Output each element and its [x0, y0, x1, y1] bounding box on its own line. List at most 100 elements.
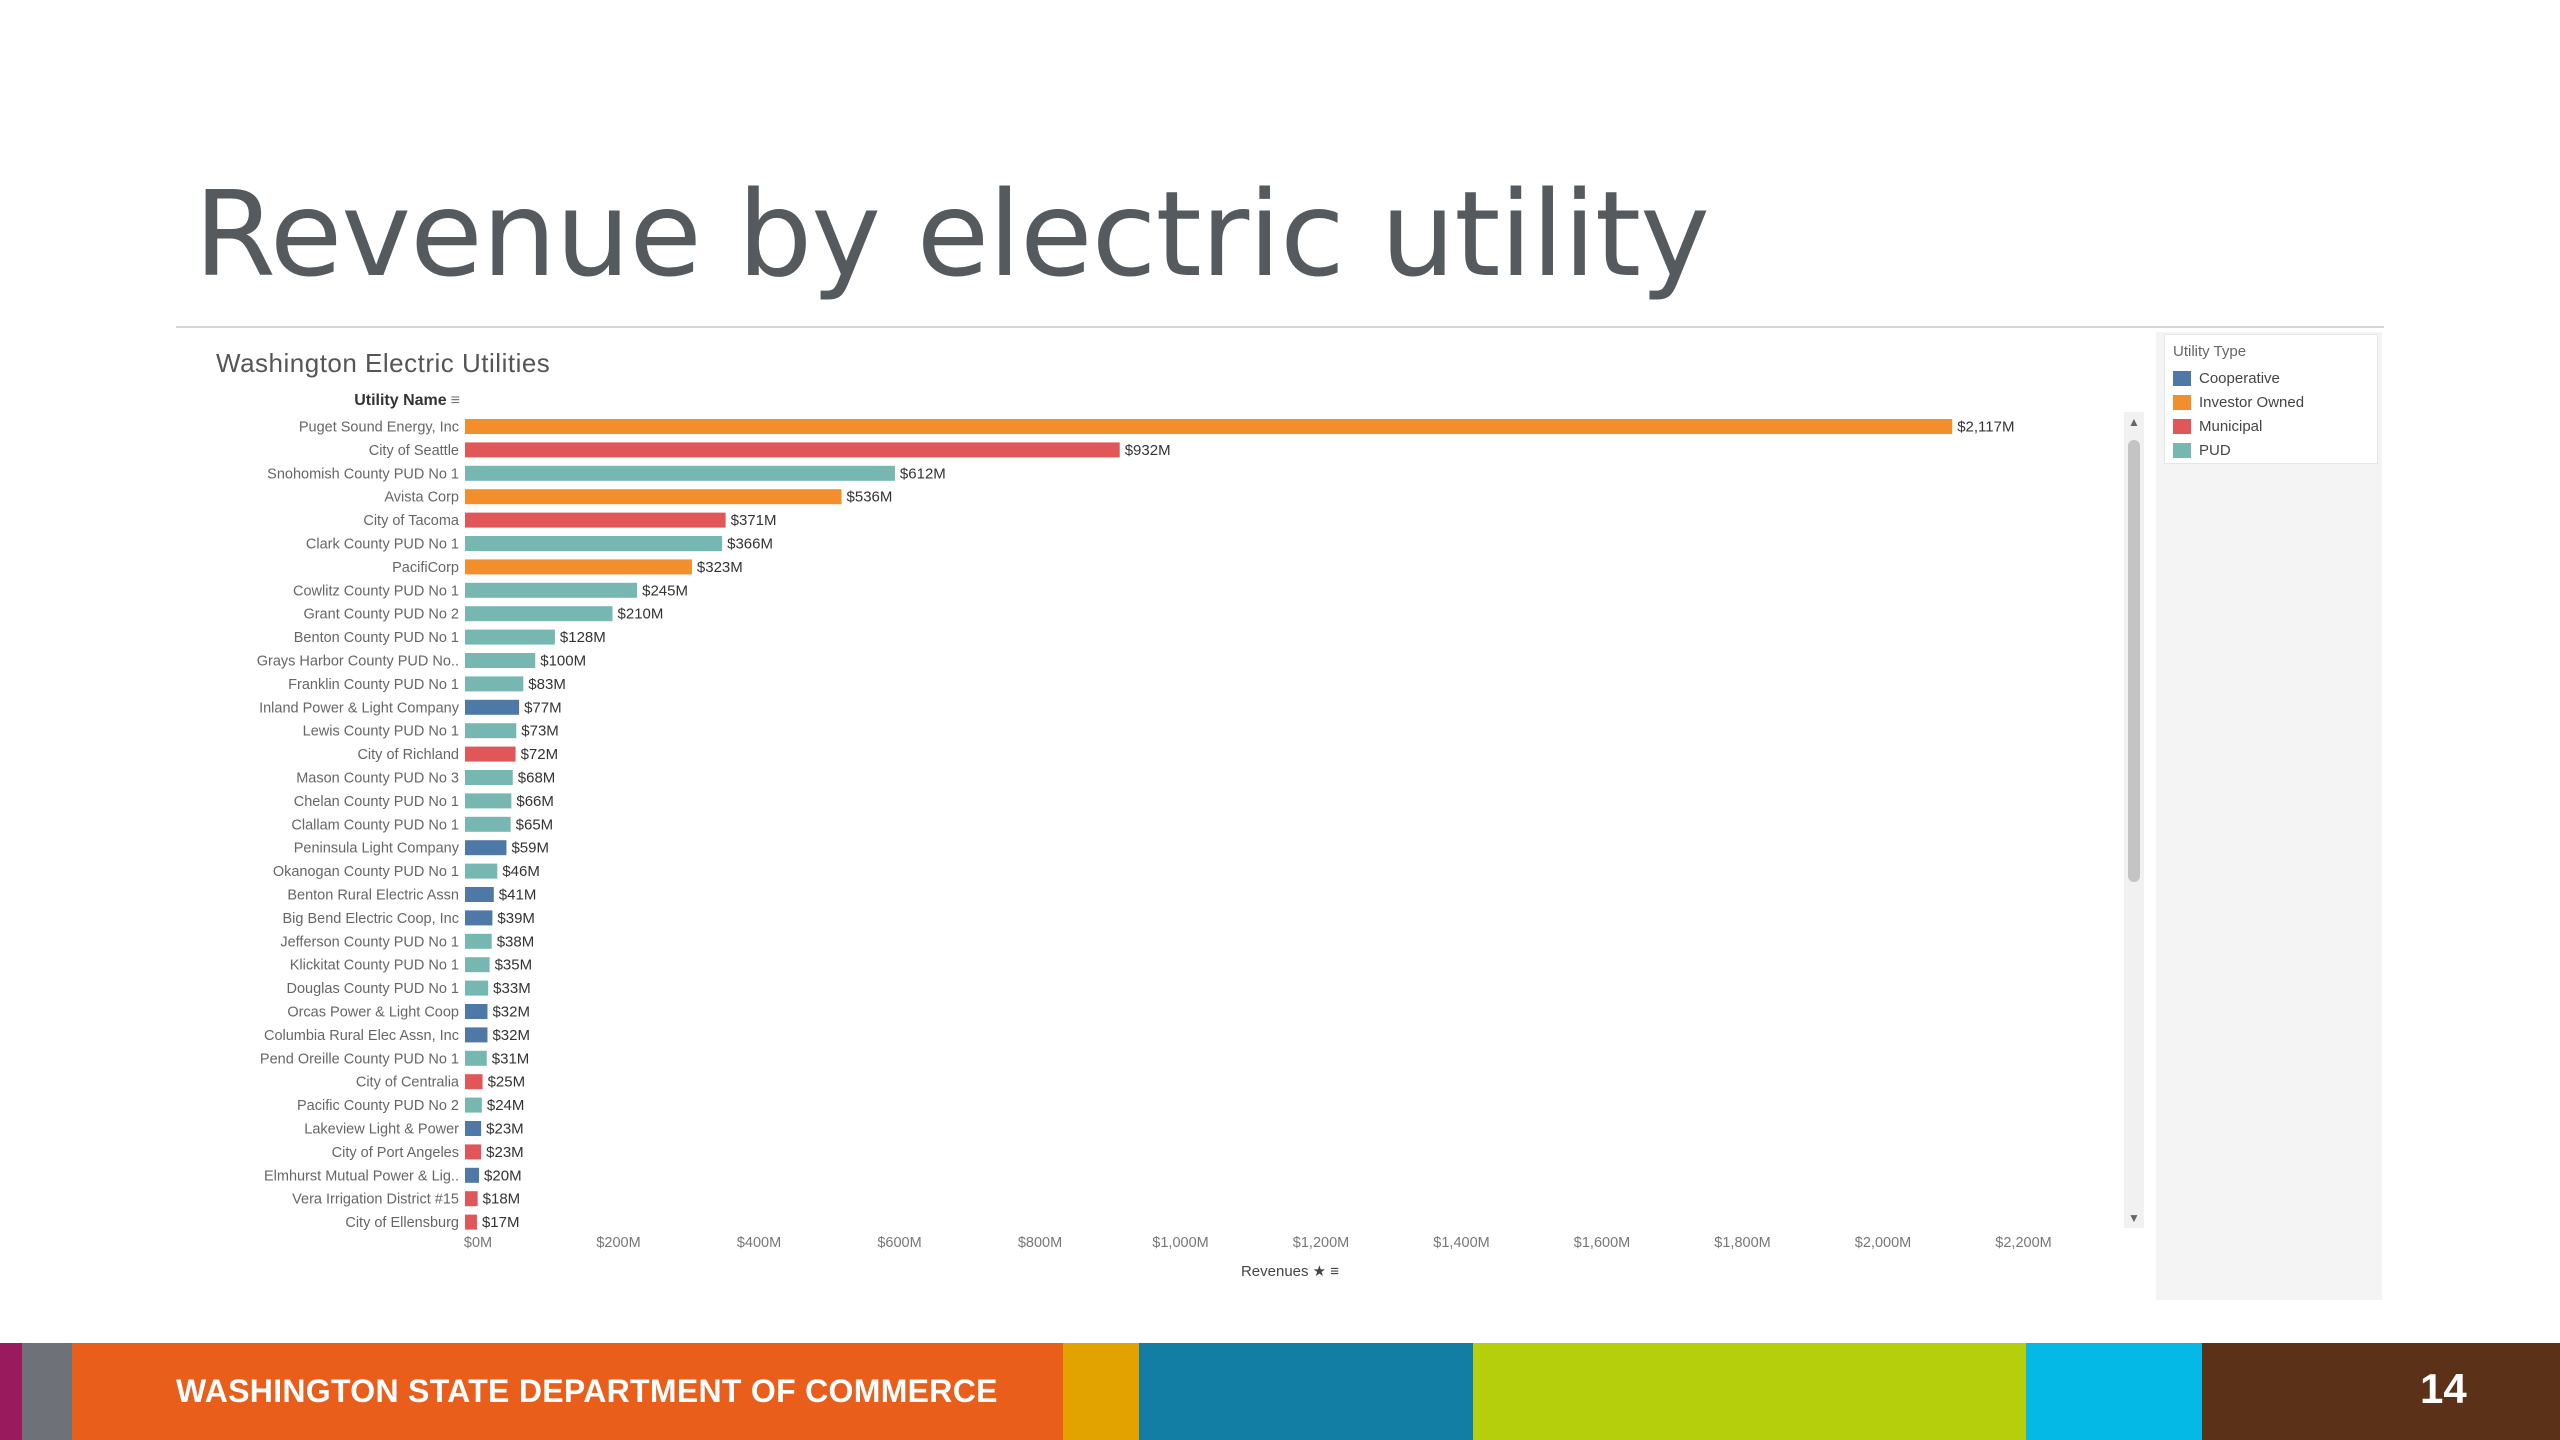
data-label: $17M	[482, 1214, 520, 1231]
bar[interactable]	[465, 957, 490, 973]
bar[interactable]	[465, 840, 507, 856]
legend-title: Utility Type	[2173, 343, 2247, 360]
utility-name-label: Inland Power & Light Company	[259, 700, 460, 716]
bar[interactable]	[465, 1121, 482, 1136]
utility-name-label: City of Tacoma	[363, 513, 460, 529]
bar[interactable]	[465, 559, 692, 575]
data-label: $65M	[516, 816, 554, 833]
bar[interactable]	[465, 1027, 488, 1043]
bar[interactable]	[465, 653, 536, 668]
bar[interactable]	[465, 910, 493, 926]
footer-organization: WASHINGTON STATE DEPARTMENT OF COMMERCE	[176, 1373, 998, 1409]
bar[interactable]	[465, 419, 1953, 434]
legend-panel: Utility Type Cooperative Investor Owned …	[2156, 332, 2382, 1300]
utility-name-label: Clallam County PUD No 1	[291, 817, 459, 833]
data-label: $25M	[488, 1074, 526, 1091]
bar[interactable]	[465, 536, 723, 551]
scroll-thumb[interactable]	[2128, 440, 2140, 882]
bar[interactable]	[465, 465, 895, 481]
bar[interactable]	[465, 699, 520, 715]
utility-name-label: City of Richland	[357, 747, 459, 763]
utility-name-label: Vera Irrigation District #15	[292, 1192, 459, 1208]
legend-swatch	[2173, 442, 2191, 458]
data-label: $18M	[483, 1191, 521, 1208]
legend-item-cooperative[interactable]: Cooperative	[2173, 369, 2280, 387]
data-label: $35M	[495, 957, 533, 974]
data-label: $46M	[502, 863, 540, 880]
legend-label: Cooperative	[2199, 369, 2280, 387]
utility-name-label: Benton County PUD No 1	[294, 630, 459, 646]
data-label: $245M	[642, 582, 688, 599]
bar[interactable]	[465, 746, 516, 762]
bar[interactable]	[465, 1074, 483, 1090]
utility-name-label: Douglas County PUD No 1	[287, 981, 459, 997]
footer-color-segment	[2026, 1343, 2202, 1440]
data-label: $932M	[1125, 442, 1171, 459]
row-header[interactable]: Utility Name ≡	[178, 392, 460, 410]
utility-name-label: Jefferson County PUD No 1	[280, 934, 459, 950]
bar[interactable]	[465, 933, 492, 949]
footer-color-segment	[0, 1343, 22, 1440]
data-label: $20M	[484, 1167, 522, 1184]
legend: Utility Type Cooperative Investor Owned …	[2164, 334, 2378, 464]
data-label: $68M	[518, 770, 556, 787]
bar[interactable]	[465, 816, 511, 832]
x-tick-label: $2,000M	[1855, 1235, 1911, 1251]
vertical-scrollbar[interactable]: ▲ ▼	[2124, 412, 2144, 1228]
legend-item-investor-owned[interactable]: Investor Owned	[2173, 393, 2304, 411]
data-label: $23M	[486, 1121, 524, 1138]
x-tick-label: $200M	[596, 1235, 640, 1251]
utility-name-label: Big Bend Electric Coop, Inc	[282, 911, 459, 927]
bar[interactable]	[465, 1097, 482, 1113]
bar[interactable]	[465, 770, 513, 785]
bar[interactable]	[465, 723, 517, 739]
data-label: $66M	[516, 793, 554, 810]
bar[interactable]	[465, 1167, 480, 1183]
x-tick-label: $800M	[1018, 1235, 1062, 1251]
footer-color-segment	[1063, 1343, 1139, 1440]
bar[interactable]	[465, 442, 1120, 458]
bar[interactable]	[465, 980, 489, 996]
utility-name-label: Puget Sound Energy, Inc	[299, 420, 459, 436]
bar[interactable]	[465, 512, 726, 528]
legend-label: PUD	[2199, 441, 2231, 459]
bar[interactable]	[465, 1214, 477, 1230]
bar[interactable]	[465, 887, 494, 902]
scroll-down-icon[interactable]: ▼	[2128, 1211, 2140, 1225]
bar[interactable]	[465, 793, 512, 809]
footer-color-segment	[72, 1343, 1063, 1440]
legend-item-pud[interactable]: PUD	[2173, 441, 2231, 459]
data-label: $536M	[847, 489, 893, 506]
utility-name-label: Peninsula Light Company	[294, 841, 460, 857]
bar[interactable]	[465, 1191, 478, 1207]
slide-title: Revenue by electric utility	[194, 165, 1710, 303]
bar[interactable]	[465, 582, 638, 598]
bar[interactable]	[465, 1144, 482, 1160]
utility-name-label: City of Ellensburg	[345, 1215, 459, 1231]
sort-icon[interactable]: ≡	[450, 392, 460, 409]
x-tick-label: $1,000M	[1152, 1235, 1208, 1251]
legend-item-municipal[interactable]: Municipal	[2173, 417, 2262, 435]
bar[interactable]	[465, 863, 498, 879]
bar[interactable]	[465, 1004, 488, 1019]
data-label: $210M	[618, 606, 664, 623]
bar[interactable]	[465, 676, 524, 692]
x-tick-label: $1,600M	[1574, 1235, 1630, 1251]
utility-name-label: Klickitat County PUD No 1	[290, 958, 459, 974]
utility-name-label: City of Seattle	[369, 443, 459, 459]
data-label: $38M	[497, 933, 535, 950]
footer-color-segment	[1473, 1343, 2026, 1440]
data-label: $24M	[487, 1097, 525, 1114]
utility-name-label: Snohomish County PUD No 1	[267, 466, 459, 482]
legend-swatch	[2173, 394, 2191, 410]
bar[interactable]	[465, 1050, 487, 1066]
data-label: $32M	[492, 1004, 530, 1021]
bar[interactable]	[465, 629, 555, 645]
utility-name-label: Grays Harbor County PUD No..	[257, 654, 459, 670]
scroll-up-icon[interactable]: ▲	[2128, 415, 2140, 429]
bar[interactable]	[465, 606, 613, 622]
x-tick-label: $1,800M	[1714, 1235, 1770, 1251]
bar[interactable]	[465, 489, 842, 505]
data-label: $33M	[493, 980, 531, 997]
viz-title: Washington Electric Utilities	[216, 348, 551, 378]
